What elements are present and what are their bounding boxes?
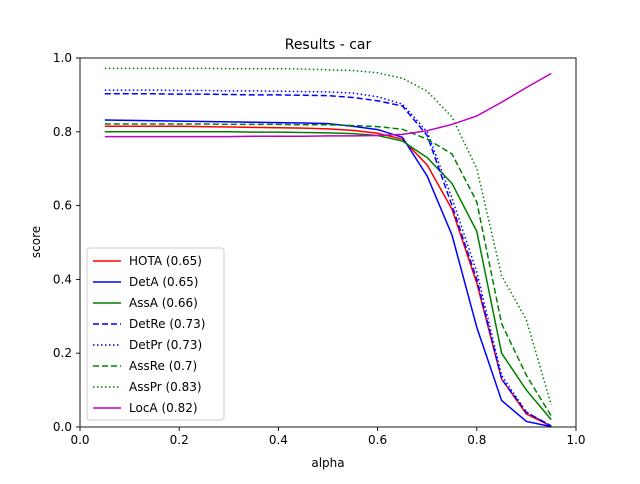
x-tick-label-3: 0.6	[368, 433, 387, 447]
series-line-2	[104, 131, 552, 421]
legend: HOTA (0.65) DetA (0.65) AssA (0.66) DetRe (…	[86, 247, 225, 421]
series-line-1	[104, 119, 552, 428]
x-tick-label-4: 0.8	[467, 433, 486, 447]
legend-label-0: HOTA (0.65)	[129, 254, 202, 268]
x-axis-label: alpha	[311, 456, 344, 470]
legend-label-4: DetPr (0.73)	[129, 338, 202, 352]
y-tick-label-5: 1.0	[53, 51, 72, 65]
x-tick-label-2: 0.4	[269, 433, 288, 447]
chart-title: Results - car	[285, 37, 372, 53]
y-tick-label-4: 0.8	[53, 125, 72, 139]
legend-label-5: AssRe (0.7)	[129, 359, 197, 373]
legend-label-3: DetRe (0.73)	[129, 317, 205, 331]
legend-label-7: LocA (0.82)	[129, 401, 198, 415]
y-tick-label-1: 0.2	[53, 346, 72, 360]
legend-label-6: AssPr (0.83)	[129, 380, 202, 394]
x-tick-label-0: 0.0	[70, 433, 89, 447]
series-line-7	[104, 72, 552, 138]
axes-frame	[79, 57, 577, 428]
y-tick-label-2: 0.4	[53, 272, 72, 286]
axes: 0.0 0.2 0.4 0.6 0.8 1.0 0.0 0.2 0.4 0.6 0.8 1.0	[53, 51, 586, 447]
x-tick-label-5: 1.0	[566, 433, 585, 447]
y-tick-label-3: 0.6	[53, 199, 72, 213]
series-line-0	[104, 125, 552, 427]
y-axis-label: score	[29, 226, 43, 258]
legend-label-2: AssA (0.66)	[129, 296, 198, 310]
legend-label-1: DetA (0.65)	[129, 275, 198, 289]
plot-area	[104, 67, 552, 428]
x-tick-label-1: 0.2	[170, 433, 189, 447]
y-tick-label-0: 0.0	[53, 420, 72, 434]
series-line-4	[104, 89, 552, 427]
legend-box	[86, 247, 225, 421]
series-line-3	[104, 93, 552, 427]
series-line-5	[104, 123, 552, 417]
